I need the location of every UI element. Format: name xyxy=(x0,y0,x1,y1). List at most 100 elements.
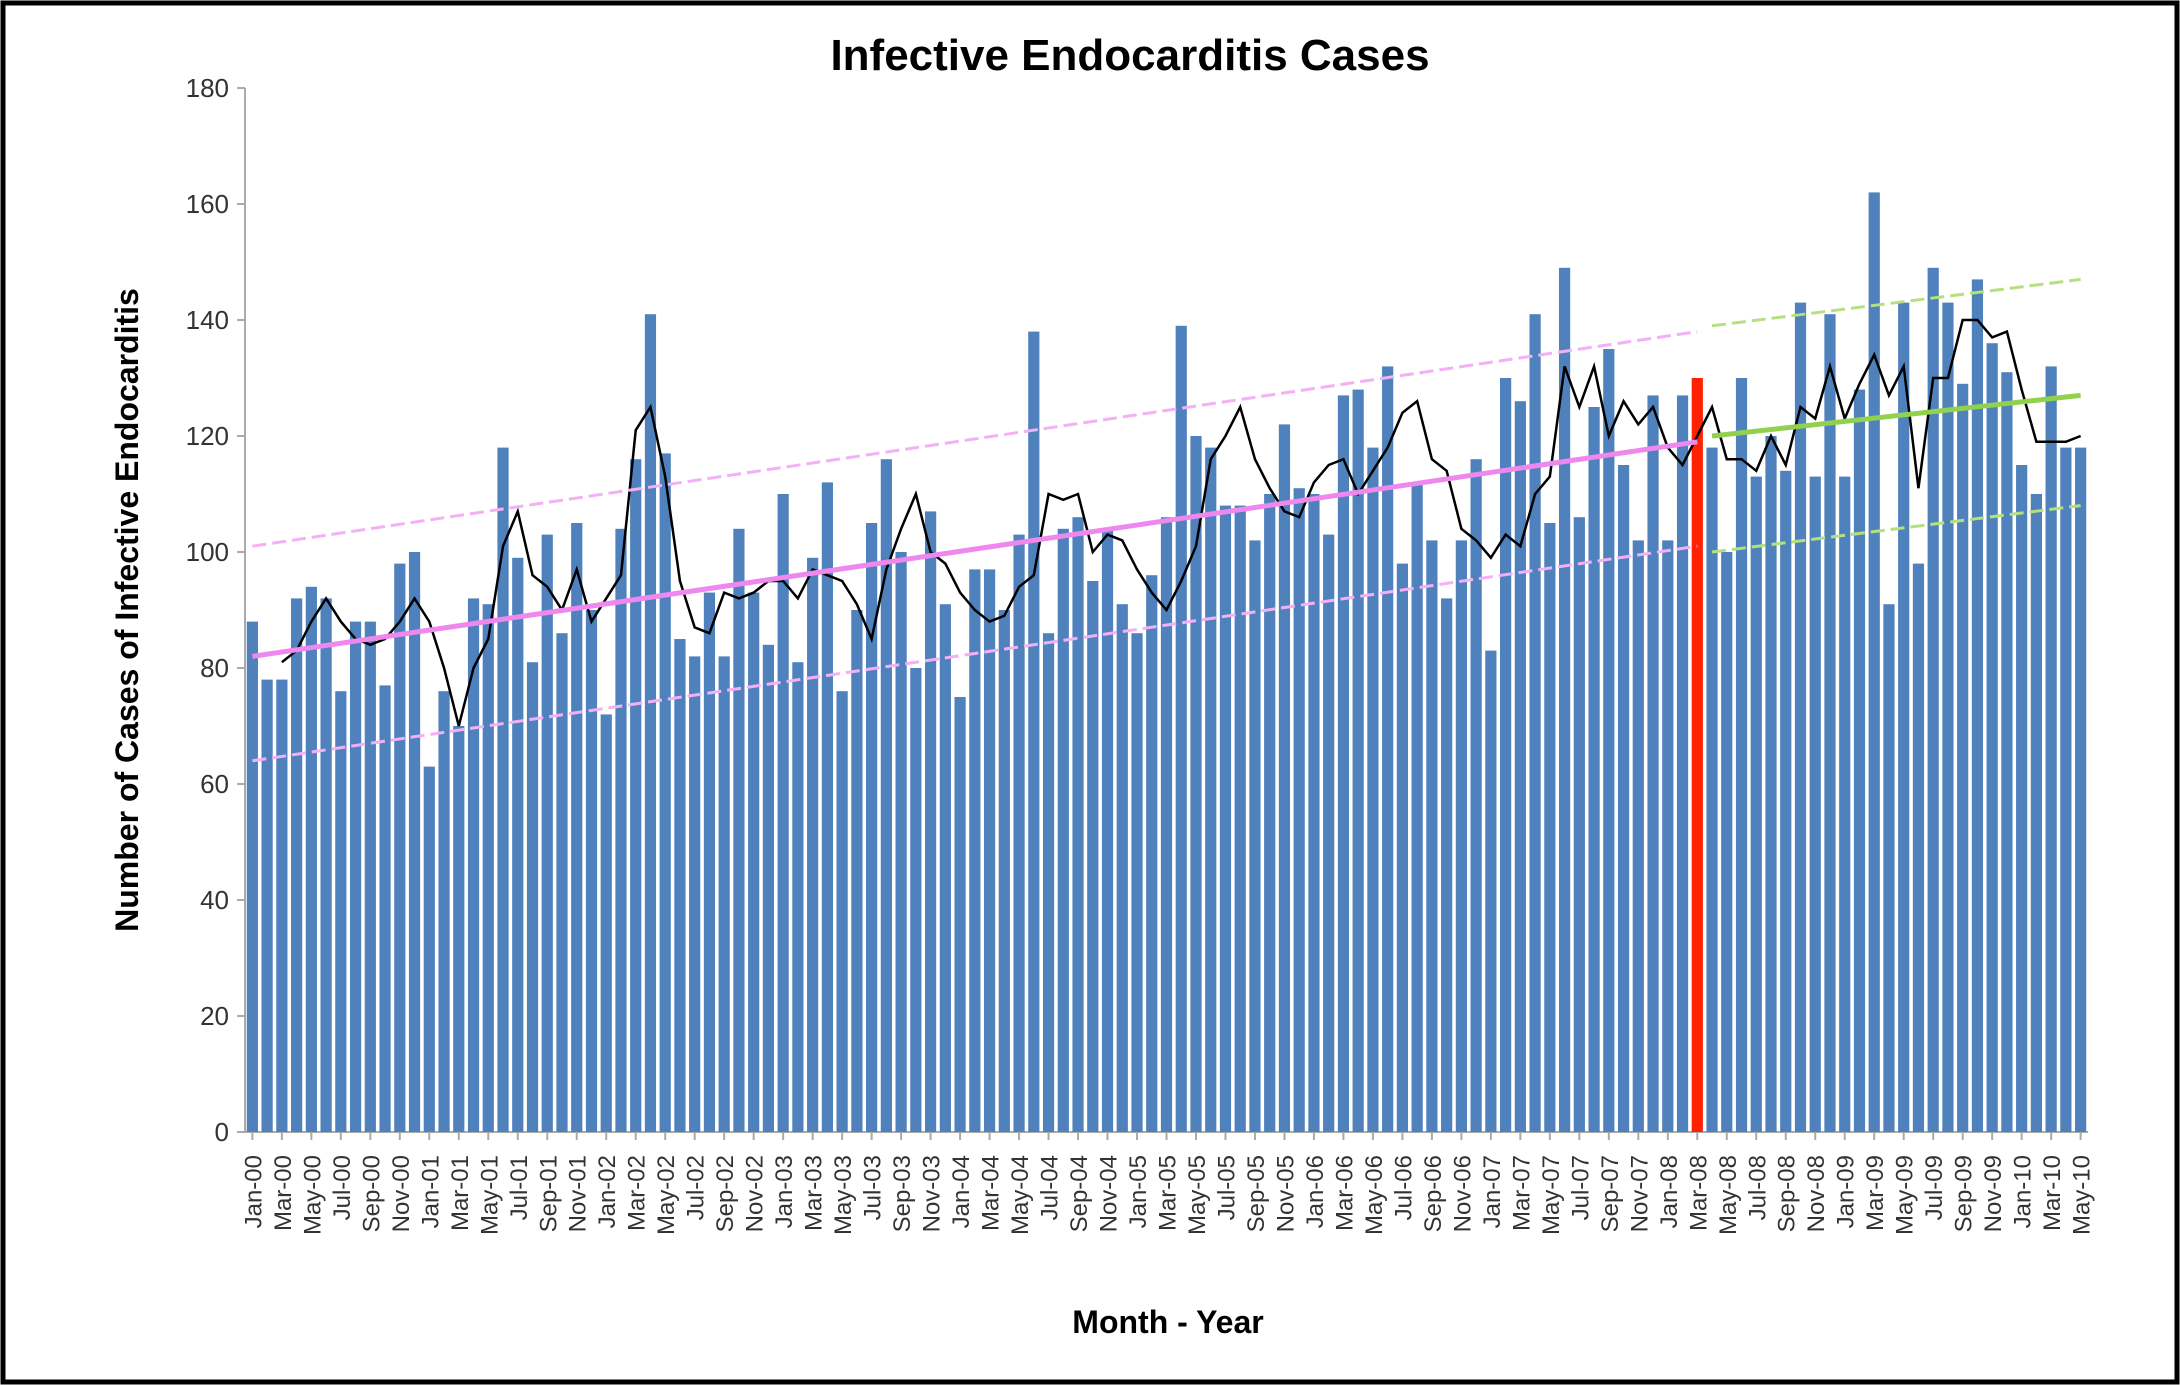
bar xyxy=(2030,494,2042,1132)
bar xyxy=(1853,389,1866,1133)
x-tick-label: Jan-05 xyxy=(1125,1155,1152,1228)
y-tick-label: 60 xyxy=(200,769,229,799)
bar xyxy=(1632,540,1644,1132)
x-tick-label: Mar-05 xyxy=(1155,1155,1182,1231)
x-tick-label: Jul-04 xyxy=(1037,1155,1064,1220)
bar xyxy=(703,592,716,1132)
x-tick-label: May-01 xyxy=(476,1155,503,1235)
x-tick-label: May-08 xyxy=(1715,1155,1742,1235)
bar xyxy=(998,610,1010,1132)
bar xyxy=(1234,505,1246,1133)
x-tick-label: Sep-04 xyxy=(1066,1155,1093,1232)
x-tick-label: Jul-01 xyxy=(506,1155,533,1220)
x-tick-label: Nov-01 xyxy=(565,1155,592,1232)
bar xyxy=(556,633,568,1132)
x-tick-label: May-05 xyxy=(1184,1155,1211,1235)
x-tick-label: May-06 xyxy=(1361,1155,1388,1235)
bar xyxy=(1278,424,1291,1132)
x-tick-label: Jan-08 xyxy=(1656,1155,1683,1228)
bar xyxy=(1411,482,1423,1132)
bar xyxy=(1337,395,1350,1132)
bar xyxy=(1013,534,1025,1132)
bar xyxy=(910,668,922,1132)
y-axis-title: Number of Cases of Infective Endocarditi… xyxy=(109,288,145,932)
x-tick-label: Sep-03 xyxy=(889,1155,916,1232)
x-tick-label: Sep-05 xyxy=(1243,1155,1270,1232)
bar xyxy=(1293,488,1305,1132)
trend-line xyxy=(252,544,1698,763)
y-tick-label: 120 xyxy=(186,421,229,451)
bar xyxy=(983,569,996,1132)
bar xyxy=(394,563,406,1132)
bar xyxy=(1175,325,1187,1132)
bar xyxy=(880,459,892,1132)
x-axis-title: Month - Year xyxy=(1072,1304,1263,1340)
bar xyxy=(1647,395,1659,1132)
bar xyxy=(1735,378,1748,1132)
x-tick-label: Nov-07 xyxy=(1626,1155,1653,1232)
x-tick-label: Jan-02 xyxy=(594,1155,621,1228)
bar xyxy=(2075,447,2087,1133)
bar xyxy=(1898,302,1910,1133)
bar xyxy=(1824,314,1836,1132)
y-tick-label: 140 xyxy=(186,305,229,335)
x-tick-label: Jul-07 xyxy=(1567,1155,1594,1220)
bar xyxy=(1809,476,1821,1133)
bar xyxy=(1676,395,1689,1132)
bar xyxy=(792,662,804,1132)
bar xyxy=(630,459,642,1132)
bar xyxy=(1455,540,1467,1132)
x-tick-label: Mar-06 xyxy=(1331,1155,1358,1231)
y-tick-label: 0 xyxy=(215,1117,229,1147)
x-tick-label: Mar-10 xyxy=(2039,1155,2066,1231)
bar xyxy=(423,766,435,1132)
bar xyxy=(467,598,480,1132)
y-tick-label: 100 xyxy=(186,537,229,567)
x-tick-label: Jan-01 xyxy=(417,1155,444,1228)
x-tick-label: Jul-02 xyxy=(683,1155,710,1220)
bar xyxy=(1352,389,1364,1133)
bar xyxy=(674,639,686,1132)
bar xyxy=(585,610,598,1132)
bar xyxy=(1087,581,1099,1132)
bar xyxy=(438,691,450,1132)
bar xyxy=(320,598,332,1132)
x-tick-label: Nov-09 xyxy=(1980,1155,2007,1232)
y-tick-label: 40 xyxy=(200,885,229,915)
x-tick-label: Jan-00 xyxy=(240,1155,267,1228)
bar xyxy=(1396,563,1409,1132)
x-tick-label: Mar-02 xyxy=(624,1155,651,1231)
bar xyxy=(1986,343,1998,1132)
trend-line xyxy=(1711,392,2081,439)
bar xyxy=(1706,447,1718,1133)
bar xyxy=(2016,465,2028,1132)
bar xyxy=(615,528,627,1132)
x-tick-label: May-03 xyxy=(830,1155,857,1235)
bar xyxy=(1573,517,1585,1132)
y-tick-label: 160 xyxy=(186,189,229,219)
trend-line xyxy=(1711,504,2081,554)
x-tick-label: Jan-09 xyxy=(1833,1155,1860,1228)
bar xyxy=(1057,528,1069,1132)
bar xyxy=(1264,494,1276,1132)
x-tick-label: Jul-09 xyxy=(1921,1155,1948,1220)
bar xyxy=(1072,517,1084,1132)
x-tick-label: Jul-03 xyxy=(860,1155,887,1220)
bar xyxy=(939,604,951,1132)
trend-line xyxy=(252,330,1698,548)
bar xyxy=(689,656,701,1132)
x-tick-label: Sep-06 xyxy=(1420,1155,1447,1232)
bar xyxy=(408,552,421,1132)
bar xyxy=(659,453,671,1132)
bar xyxy=(1839,476,1851,1133)
x-tick-label: Nov-03 xyxy=(919,1155,946,1232)
bar xyxy=(1485,650,1497,1132)
bar xyxy=(1912,563,1925,1132)
x-tick-label: Jan-07 xyxy=(1479,1155,1506,1228)
bar xyxy=(512,557,524,1132)
x-tick-label: Jan-04 xyxy=(948,1155,975,1228)
bar xyxy=(1146,575,1158,1132)
bar xyxy=(1426,540,1438,1132)
bar xyxy=(1765,436,1777,1132)
x-tick-label: Nov-04 xyxy=(1096,1155,1123,1232)
